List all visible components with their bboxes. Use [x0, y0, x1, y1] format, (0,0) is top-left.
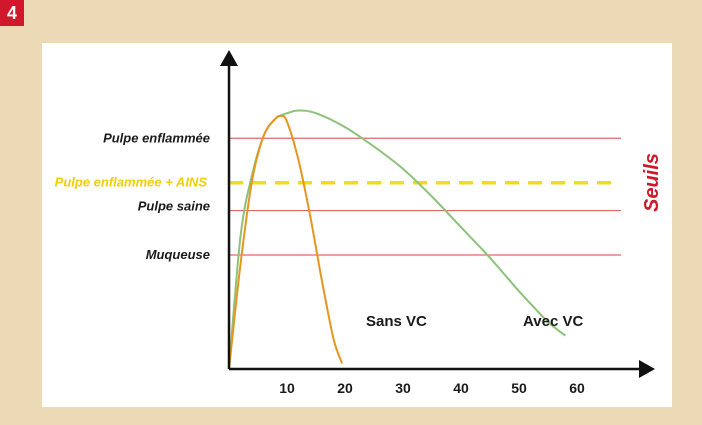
series-label-avec-vc: Avec VC: [523, 313, 583, 330]
threshold-label-3: Muqueuse: [146, 247, 210, 262]
y-axis-arrow: [220, 50, 238, 66]
threshold-lines: Pulpe enflammée Pulpe enflammée + AINS Pul…: [55, 130, 621, 262]
threshold-label-1: Pulpe enflammée + AINS: [55, 175, 208, 190]
threshold-label-2: Pulpe saine: [138, 199, 210, 214]
axes: [220, 50, 655, 378]
series-lines: [228, 109, 567, 370]
side-label-seuils: Seuils: [641, 153, 663, 212]
series-line-sans-vc: [228, 114, 344, 370]
x-tick-label: 50: [511, 380, 527, 396]
x-tick-label: 20: [337, 380, 353, 396]
x-tick-labels: 10 20 30 40 50 60: [279, 380, 585, 396]
x-tick-label: 30: [395, 380, 411, 396]
figure-number: 4: [6, 2, 17, 23]
chart-panel: [42, 43, 672, 407]
x-axis-arrow: [639, 360, 655, 378]
x-tick-label: 10: [279, 380, 295, 396]
threshold-label-0: Pulpe enflammée: [103, 130, 210, 145]
x-tick-label: 40: [453, 380, 469, 396]
series-labels: Sans VC Avec VC: [366, 313, 583, 330]
series-line-avec-vc: [228, 109, 567, 370]
series-label-sans-vc: Sans VC: [366, 313, 427, 330]
figure-number-badge: 4: [0, 0, 24, 26]
x-tick-label: 60: [569, 380, 585, 396]
